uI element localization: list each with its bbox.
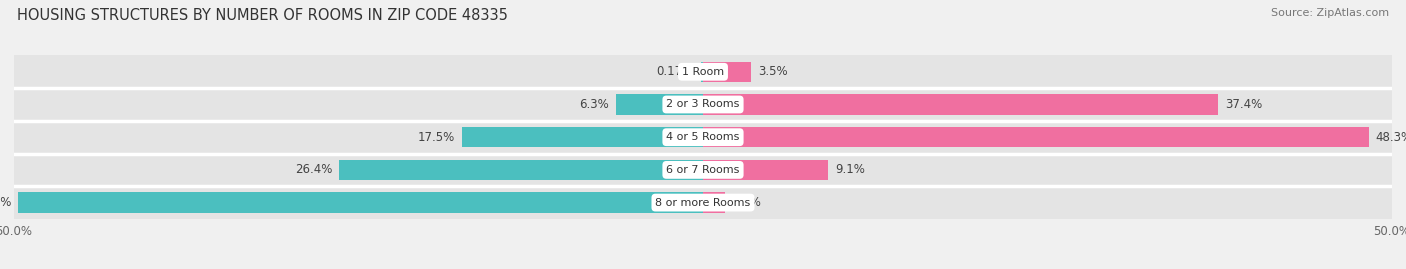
Bar: [14, 154, 1392, 186]
Text: 2 or 3 Rooms: 2 or 3 Rooms: [666, 100, 740, 109]
Bar: [14, 55, 1392, 88]
Bar: [700, 62, 703, 82]
Text: 3.5%: 3.5%: [758, 65, 787, 78]
Text: 1.6%: 1.6%: [733, 196, 762, 209]
Text: 4 or 5 Rooms: 4 or 5 Rooms: [666, 132, 740, 142]
Text: 37.4%: 37.4%: [1225, 98, 1263, 111]
Text: 17.5%: 17.5%: [418, 131, 456, 144]
Bar: [18, 192, 703, 213]
Text: 0.17%: 0.17%: [657, 65, 693, 78]
Text: Source: ZipAtlas.com: Source: ZipAtlas.com: [1271, 8, 1389, 18]
Text: 6.3%: 6.3%: [579, 98, 609, 111]
Bar: [616, 94, 703, 115]
Bar: [14, 88, 1392, 121]
Bar: [339, 160, 703, 180]
Text: 9.1%: 9.1%: [835, 163, 865, 176]
Text: 8 or more Rooms: 8 or more Rooms: [655, 198, 751, 208]
Bar: [703, 127, 1368, 147]
Text: 26.4%: 26.4%: [295, 163, 332, 176]
Text: 48.3%: 48.3%: [1375, 131, 1406, 144]
Bar: [14, 186, 1392, 219]
Bar: [461, 127, 703, 147]
Text: 49.7%: 49.7%: [0, 196, 11, 209]
Text: HOUSING STRUCTURES BY NUMBER OF ROOMS IN ZIP CODE 48335: HOUSING STRUCTURES BY NUMBER OF ROOMS IN…: [17, 8, 508, 23]
Bar: [703, 62, 751, 82]
Bar: [14, 121, 1392, 154]
Text: 6 or 7 Rooms: 6 or 7 Rooms: [666, 165, 740, 175]
Bar: [703, 94, 1219, 115]
Bar: [703, 160, 828, 180]
Text: 1 Room: 1 Room: [682, 67, 724, 77]
Bar: [703, 192, 725, 213]
